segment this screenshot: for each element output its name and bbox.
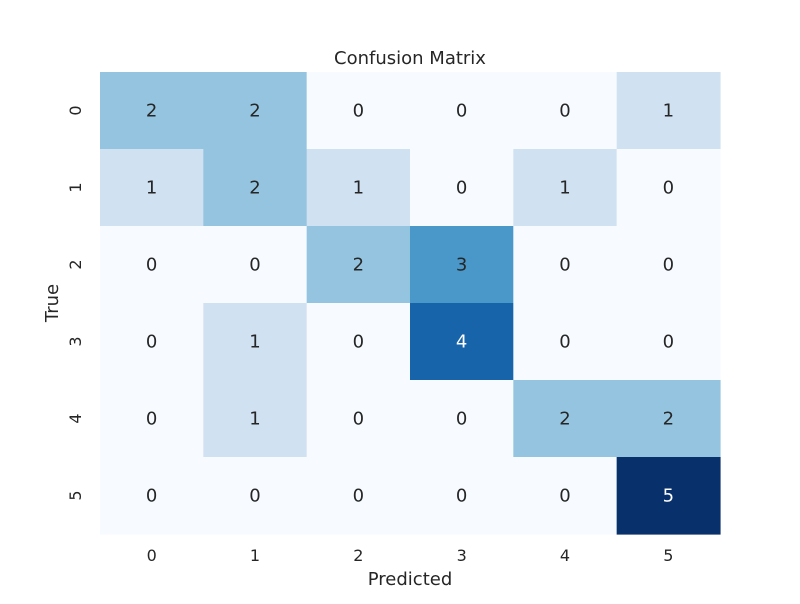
cell-value-r2-c1: 0 <box>249 255 260 276</box>
cell-value-r2-c0: 0 <box>146 255 157 276</box>
x-axis-ticks: 0 1 2 3 4 5 <box>147 546 674 565</box>
cell-value-r0-c3: 0 <box>456 101 467 122</box>
heatmap-cell-r5-c4 <box>513 457 618 535</box>
cell-value-r1-c1: 2 <box>249 178 260 199</box>
heatmap-cell-r3-c3 <box>409 303 514 381</box>
y-tick-label-5: 5 <box>66 490 85 500</box>
chart-title: Confusion Matrix <box>334 48 486 69</box>
cell-value-r5-c1: 0 <box>249 486 260 507</box>
heatmap-cells <box>100 72 721 535</box>
cell-value-r3-c0: 0 <box>146 332 157 353</box>
x-tick-label-1: 1 <box>250 546 260 565</box>
cell-value-r5-c4: 0 <box>559 486 570 507</box>
x-tick-label-2: 2 <box>353 546 363 565</box>
cell-value-r2-c2: 2 <box>353 255 364 276</box>
cell-value-r1-c3: 0 <box>456 178 467 199</box>
cell-value-r4-c5: 2 <box>663 409 674 430</box>
heatmap-cell-r2-c2 <box>306 226 411 304</box>
cell-value-r2-c3: 3 <box>456 255 467 276</box>
heatmap-cell-r2-c4 <box>513 226 618 304</box>
heatmap-cell-r4-c2 <box>306 380 411 458</box>
cell-value-r3-c3: 4 <box>456 332 467 353</box>
heatmap-cell-r1-c5 <box>616 149 721 227</box>
cell-value-r1-c0: 1 <box>146 178 157 199</box>
x-tick-label-5: 5 <box>663 546 673 565</box>
cell-value-r0-c2: 0 <box>353 101 364 122</box>
heatmap-cell-r3-c2 <box>306 303 411 381</box>
cell-value-r1-c2: 1 <box>353 178 364 199</box>
cell-value-r0-c4: 0 <box>559 101 570 122</box>
heatmap-cell-r2-c0 <box>100 226 204 304</box>
heatmap-cell-r5-c5 <box>616 457 721 535</box>
heatmap-cell-r0-c5 <box>616 72 721 150</box>
heatmap-cell-r5-c3 <box>409 457 514 535</box>
heatmap-cell-r4-c4 <box>513 380 618 458</box>
cell-value-r0-c0: 2 <box>146 101 157 122</box>
heatmap-cell-r5-c2 <box>306 457 411 535</box>
heatmap-cell-r2-c3 <box>409 226 514 304</box>
heatmap-cell-r5-c1 <box>203 457 308 535</box>
cell-value-r4-c0: 0 <box>146 409 157 430</box>
cell-value-r3-c4: 0 <box>559 332 570 353</box>
cell-value-r5-c2: 0 <box>353 486 364 507</box>
heatmap-cell-r0-c4 <box>513 72 618 150</box>
cell-value-r3-c1: 1 <box>249 332 260 353</box>
y-tick-label-1: 1 <box>66 182 85 192</box>
heatmap-cell-r1-c3 <box>409 149 514 227</box>
x-tick-label-3: 3 <box>457 546 467 565</box>
cell-value-r3-c5: 0 <box>663 332 674 353</box>
heatmap-cell-labels: 2 2 0 0 0 1 1 2 1 0 1 0 0 0 2 3 0 0 0 1 0 4 0 0 0 1 0 0 2 2 0 0 0 0 0 5 <box>146 101 674 507</box>
cell-value-r0-c1: 2 <box>249 101 260 122</box>
heatmap-cell-r5-c0 <box>100 457 204 535</box>
heatmap-cell-r0-c0 <box>100 72 204 150</box>
cell-value-r4-c4: 2 <box>559 409 570 430</box>
heatmap-cell-r3-c5 <box>616 303 721 381</box>
y-axis-label: True <box>42 284 63 323</box>
x-tick-label-4: 4 <box>560 546 570 565</box>
heatmap-cell-r3-c1 <box>203 303 308 381</box>
heatmap-cell-r2-c5 <box>616 226 721 304</box>
cell-value-r5-c0: 0 <box>146 486 157 507</box>
y-tick-label-4: 4 <box>66 413 85 423</box>
x-axis-label: Predicted <box>368 569 453 590</box>
heatmap-cell-r3-c0 <box>100 303 204 381</box>
cell-value-r5-c3: 0 <box>456 486 467 507</box>
heatmap-cell-r3-c4 <box>513 303 618 381</box>
y-tick-label-3: 3 <box>66 336 85 346</box>
y-tick-label-2: 2 <box>66 259 85 269</box>
heatmap-cell-r1-c0 <box>100 149 204 227</box>
heatmap-cell-r4-c0 <box>100 380 204 458</box>
y-tick-label-0: 0 <box>66 105 85 115</box>
y-axis-ticks: 0 1 2 3 4 5 <box>66 105 85 500</box>
heatmap-cell-r4-c3 <box>409 380 514 458</box>
cell-value-r0-c5: 1 <box>663 101 674 122</box>
cell-value-r2-c5: 0 <box>663 255 674 276</box>
cell-value-r4-c2: 0 <box>353 409 364 430</box>
cell-value-r3-c2: 0 <box>353 332 364 353</box>
heatmap-cell-r4-c1 <box>203 380 308 458</box>
cell-value-r2-c4: 0 <box>559 255 570 276</box>
cell-value-r4-c1: 1 <box>249 409 260 430</box>
x-tick-label-0: 0 <box>147 546 157 565</box>
heatmap-cell-r0-c2 <box>306 72 411 150</box>
heatmap-cell-r0-c1 <box>203 72 308 150</box>
cell-value-r1-c5: 0 <box>663 178 674 199</box>
cell-value-r5-c5: 5 <box>663 486 674 507</box>
heatmap-cell-r1-c1 <box>203 149 308 227</box>
heatmap-cell-r2-c1 <box>203 226 308 304</box>
heatmap-cell-r4-c5 <box>616 380 721 458</box>
heatmap-cell-r0-c3 <box>409 72 514 150</box>
cell-value-r1-c4: 1 <box>559 178 570 199</box>
heatmap-cell-r1-c4 <box>513 149 618 227</box>
cell-value-r4-c3: 0 <box>456 409 467 430</box>
heatmap-cell-r1-c2 <box>306 149 411 227</box>
